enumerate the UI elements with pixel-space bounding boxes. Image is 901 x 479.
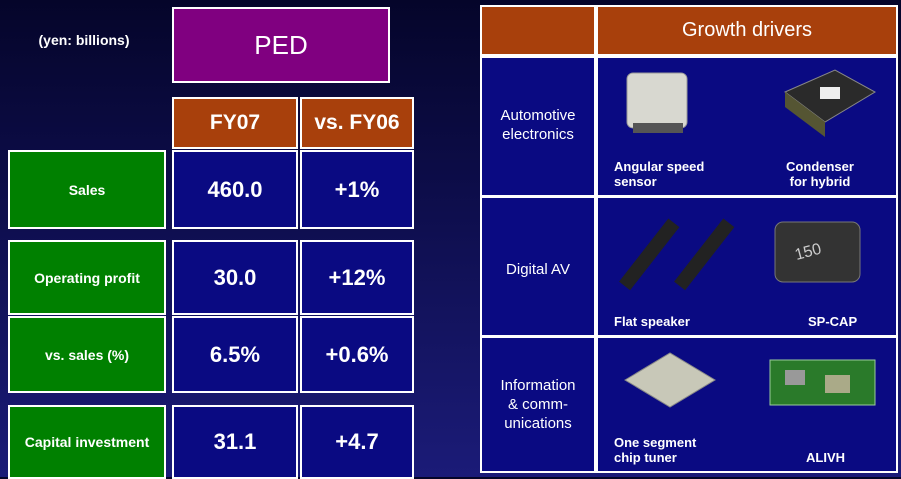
driver-item: Angular speed sensor	[614, 159, 704, 189]
item-line: sensor	[614, 174, 657, 189]
category-line: unications	[504, 415, 572, 432]
driver-item: ALIVH	[806, 450, 845, 465]
spcap-image: 150	[774, 221, 861, 283]
row-label: Sales	[8, 150, 166, 229]
segment-title: PED	[172, 7, 390, 83]
column-header: vs. FY06	[300, 97, 414, 149]
alivh-image	[769, 359, 876, 406]
driver-item: Condenser for hybrid	[770, 159, 870, 189]
row-value: 31.1	[172, 405, 298, 479]
item-line: Flat speaker	[614, 314, 690, 329]
category-line: Automotive	[500, 107, 576, 124]
row-label: Operating profit	[8, 240, 166, 315]
row-value: 30.0	[172, 240, 298, 315]
row-value: +4.7	[300, 405, 414, 479]
category-line: Information	[500, 377, 576, 394]
column-header: FY07	[172, 97, 298, 149]
tuner-image	[624, 352, 716, 408]
driver-item: SP-CAP	[808, 314, 857, 329]
row-label: vs. sales (%)	[8, 316, 166, 393]
svg-text:150: 150	[793, 241, 823, 264]
driver-category: Information & comm-unications	[480, 336, 596, 473]
category-line: electronics	[502, 126, 574, 143]
sensor-image	[626, 72, 688, 133]
unit-note: (yen: billions)	[38, 32, 130, 48]
driver-category: Automotive electronics	[480, 56, 596, 197]
row-value: 6.5%	[172, 316, 298, 393]
item-line: Condenser	[786, 159, 854, 174]
row-value: +0.6%	[300, 316, 414, 393]
row-value: +12%	[300, 240, 414, 315]
item-line: for hybrid	[789, 174, 851, 189]
driver-item: One segment chip tuner	[614, 435, 696, 465]
speaker-image	[619, 218, 735, 291]
item-line: SP-CAP	[808, 314, 858, 329]
item-line: Angular speed	[614, 159, 705, 174]
category-line: Digital AV	[506, 261, 570, 278]
row-value: +1%	[300, 150, 414, 229]
item-line: One segment	[614, 435, 697, 450]
item-line: ALIVH	[806, 450, 845, 465]
category-line: & comm-	[508, 396, 568, 413]
driver-category: Digital AV	[480, 196, 596, 337]
drivers-title: Growth drivers	[596, 5, 898, 56]
header-blank	[480, 5, 596, 56]
row-value: 460.0	[172, 150, 298, 229]
driver-item: Flat speaker	[614, 314, 690, 329]
item-line: chip tuner	[614, 450, 677, 465]
row-label: Capital investment	[8, 405, 166, 479]
condenser-image	[784, 69, 877, 137]
